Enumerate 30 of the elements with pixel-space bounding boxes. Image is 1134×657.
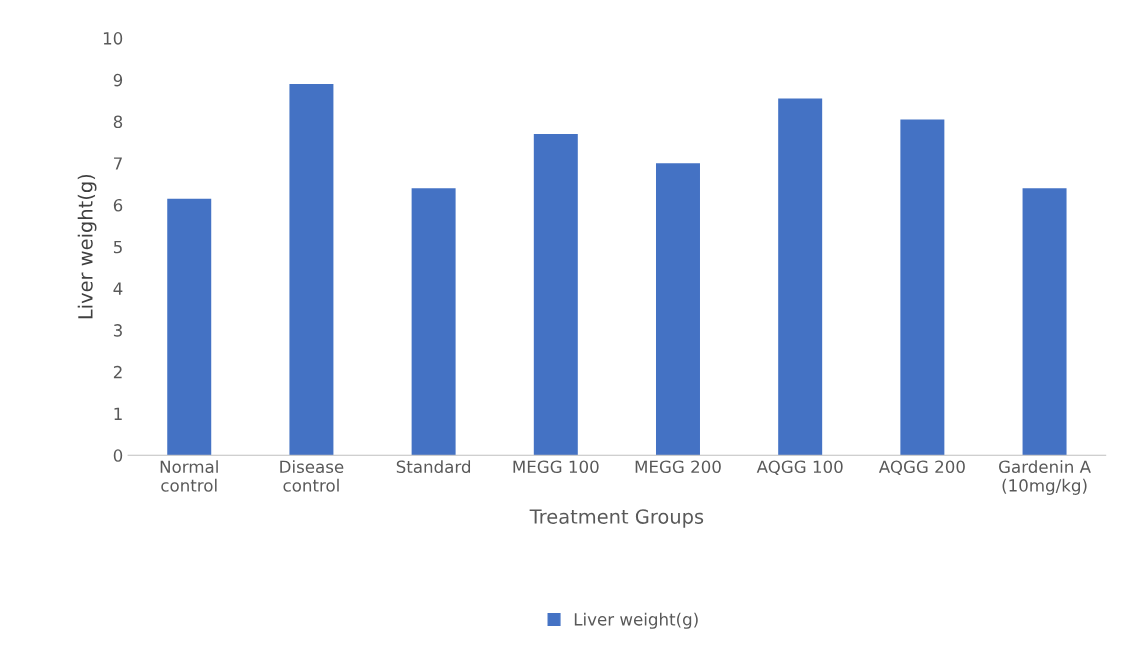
x-tick-label: AQGG 200 xyxy=(878,460,965,475)
x-tick-label: MEGG 200 xyxy=(635,460,721,474)
x-tick-label: Disease control xyxy=(280,460,344,492)
y-tick-label: 7 xyxy=(114,157,122,170)
bar xyxy=(656,163,700,456)
x-tick-label: Standard xyxy=(396,460,471,474)
y-tick-label: 5 xyxy=(113,240,122,254)
x-tick-label: Normal control xyxy=(160,460,218,492)
x-axis-title: Treatment Groups xyxy=(529,509,704,528)
y-tick-label: 9 xyxy=(113,73,123,87)
legend-label: Liver weight(g) xyxy=(574,612,698,629)
y-tick-label: 4 xyxy=(113,282,123,295)
y-axis-title: Liver weight(g) xyxy=(77,174,97,319)
y-tick-label: 6 xyxy=(113,198,123,212)
y-tick-label: 0 xyxy=(113,449,123,462)
bar xyxy=(533,134,578,456)
bar xyxy=(411,188,456,456)
y-tick-label: 3 xyxy=(113,324,122,337)
y-tick-label: 2 xyxy=(113,365,122,379)
bar xyxy=(289,84,334,456)
y-tick-label: 10 xyxy=(103,32,123,45)
y-tick-label: 8 xyxy=(113,115,123,129)
bar xyxy=(778,98,823,456)
x-tick-label: Gardenin A (10mg/kg) xyxy=(999,460,1091,495)
y-tick-label: 1 xyxy=(114,407,122,420)
x-tick-label: AQGG 100 xyxy=(756,460,843,475)
x-tick-label: MEGG 100 xyxy=(513,460,599,474)
bar xyxy=(1022,188,1067,456)
bar xyxy=(167,198,212,456)
bar xyxy=(900,119,945,456)
